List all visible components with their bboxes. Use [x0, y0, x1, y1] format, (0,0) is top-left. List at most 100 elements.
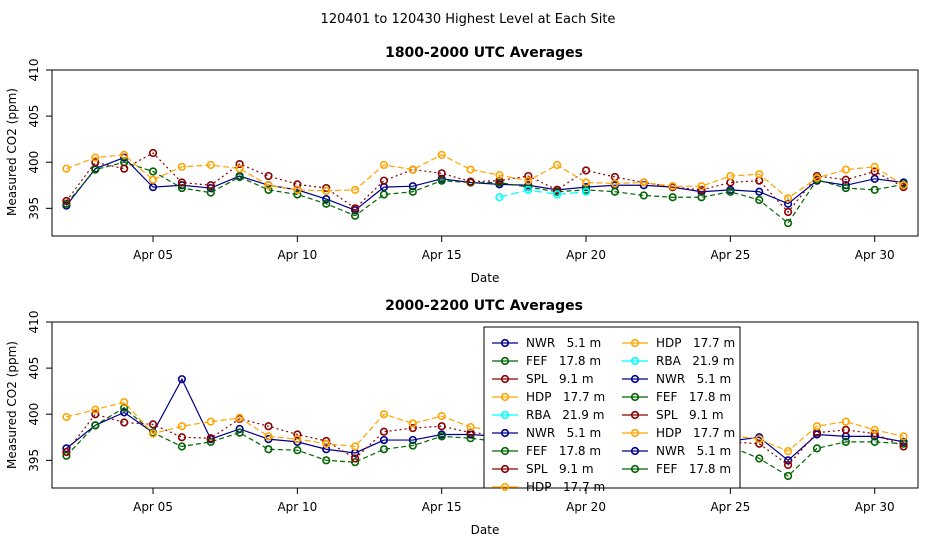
x-tick-label: Apr 20 [566, 500, 606, 514]
data-point [177, 183, 186, 193]
data-point [755, 195, 764, 205]
data-point [351, 204, 360, 213]
legend-label: FEF 17.8 m [526, 444, 601, 458]
data-point [293, 185, 302, 194]
data-point [466, 165, 475, 174]
data-point [206, 160, 215, 170]
x-tick-label: Apr 15 [422, 248, 462, 262]
legend-label: FEF 17.8 m [656, 462, 731, 476]
data-point [812, 444, 822, 453]
data-point [235, 413, 244, 423]
data-point [235, 164, 244, 173]
x-tick-label: Apr 05 [133, 500, 173, 514]
legend-label: HDP 17.7 m [656, 426, 735, 440]
data-point [755, 435, 764, 444]
series-line [65, 156, 904, 211]
x-tick-label: Apr 15 [422, 500, 462, 514]
data-point [322, 199, 331, 208]
data-point [148, 148, 158, 158]
data-point [524, 171, 533, 181]
data-point [91, 405, 100, 414]
data-point [755, 439, 764, 448]
data-point [495, 171, 504, 180]
data-point [408, 419, 417, 428]
y-tick-label: 395 [27, 197, 41, 220]
legend-marker [630, 464, 640, 474]
data-point [264, 435, 273, 444]
data-point [264, 422, 273, 431]
legend-label: NWR 5.1 m [526, 426, 601, 440]
data-point [264, 181, 273, 190]
y-tick-label: 405 [27, 105, 41, 128]
data-point [783, 199, 793, 208]
data-point [62, 412, 71, 422]
data-point [120, 403, 129, 412]
data-point [783, 194, 793, 203]
legend-box [483, 326, 741, 489]
legend-marker [500, 392, 510, 402]
data-point [120, 164, 129, 173]
data-point [351, 458, 360, 467]
data-point [495, 193, 504, 202]
data-point [755, 170, 764, 179]
x-tick-label: Apr 25 [710, 248, 750, 262]
data-point [379, 427, 389, 436]
legend-label: NWR 5.1 m [656, 444, 731, 458]
data-point [437, 411, 446, 421]
legend-marker [630, 356, 640, 366]
data-point [322, 195, 331, 204]
data-point [783, 447, 793, 456]
legend-label: HDP 17.7 m [526, 390, 605, 404]
data-point [841, 425, 850, 435]
legend-label: SPL 9.1 m [656, 408, 724, 422]
data-point [610, 172, 620, 182]
data-point [466, 434, 475, 443]
panel-title: 2000-2200 UTC Averages [385, 298, 583, 314]
legend-label: NWR 5.1 m [526, 336, 601, 350]
data-point [148, 429, 158, 438]
data-point [812, 422, 822, 431]
data-point [408, 435, 417, 445]
series-line [499, 189, 587, 198]
data-point [120, 408, 129, 417]
data-point [870, 437, 879, 446]
data-point [177, 178, 186, 187]
series-line [65, 407, 904, 477]
data-point [379, 410, 389, 419]
data-point [206, 434, 215, 443]
data-point [581, 187, 591, 196]
data-point [581, 178, 591, 187]
data-point [812, 173, 822, 182]
data-point [783, 207, 793, 217]
data-point [755, 454, 764, 463]
data-point [177, 162, 186, 171]
y-tick-label: 400 [27, 403, 41, 426]
data-point [841, 165, 850, 174]
data-point [148, 420, 158, 429]
data-point [293, 180, 302, 189]
data-point [408, 182, 417, 191]
data-point [899, 442, 908, 451]
legend-label: SPL 9.1 m [526, 462, 594, 476]
data-point [206, 188, 215, 197]
legend: NWR 5.1 m FEF 17.8 m SPL 9.1 m HDP 17.7 m RB… [483, 326, 741, 494]
data-point [235, 159, 244, 169]
y-axis-label: Measured CO2 (ppm) [5, 341, 19, 469]
data-point [351, 442, 360, 451]
data-point [783, 471, 793, 481]
data-point [524, 185, 533, 194]
data-point [379, 176, 389, 185]
data-point [148, 167, 158, 176]
data-point [120, 150, 129, 159]
data-point [899, 181, 908, 190]
legend-marker [500, 464, 510, 474]
legend-label: RBA 21.9 m [656, 354, 734, 368]
data-point [841, 417, 850, 426]
legend-marker [500, 410, 510, 420]
data-point [870, 167, 879, 176]
data-point [379, 190, 389, 199]
data-point [264, 171, 273, 181]
legend-marker [500, 356, 510, 366]
data-point [293, 435, 302, 444]
legend-marker [630, 338, 640, 348]
